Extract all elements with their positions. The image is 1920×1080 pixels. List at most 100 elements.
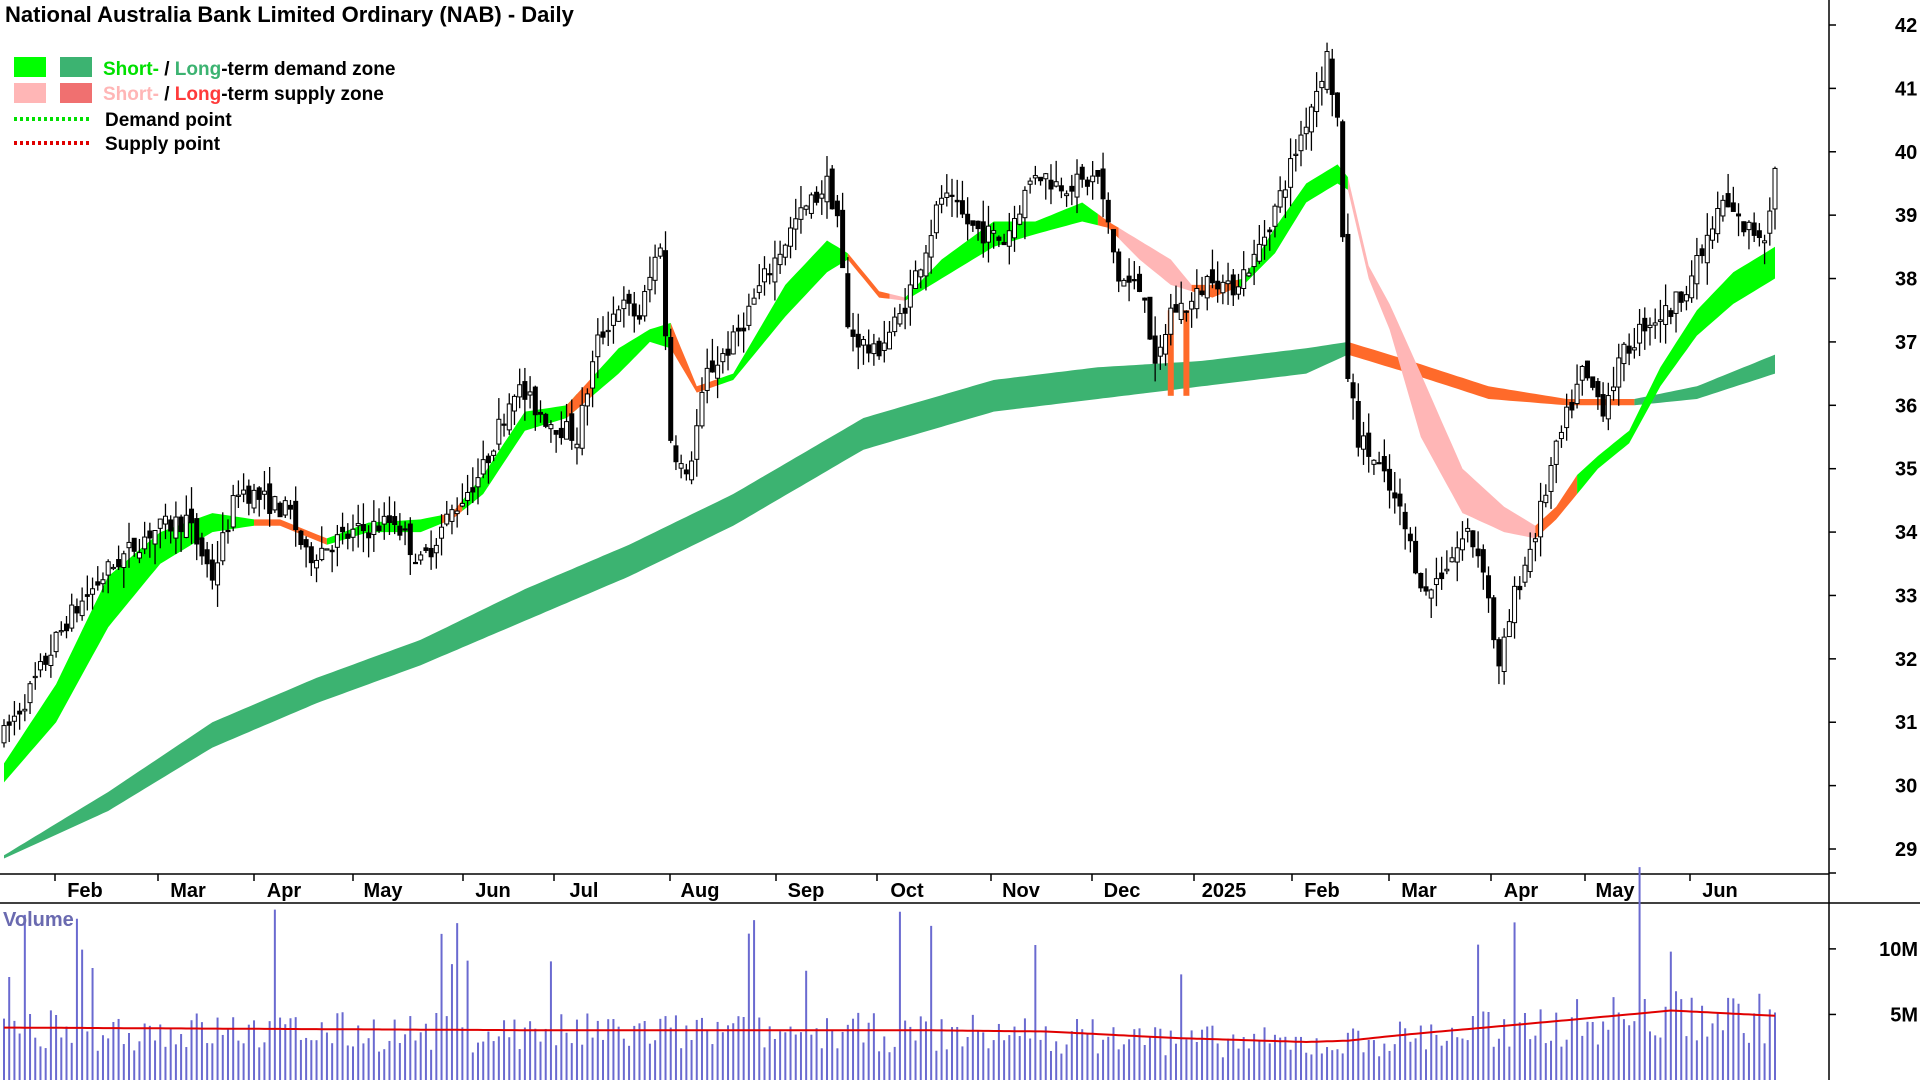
candle xyxy=(1548,457,1554,509)
x-tick-label: Feb xyxy=(67,880,103,902)
candle xyxy=(209,543,215,590)
candle xyxy=(480,440,486,479)
candle xyxy=(142,521,148,555)
candle xyxy=(1762,234,1768,265)
candle xyxy=(1387,454,1393,509)
candle xyxy=(1532,532,1538,562)
volume-panel xyxy=(3,867,1776,1080)
candle xyxy=(449,504,455,535)
candle xyxy=(90,577,96,610)
candle xyxy=(485,453,491,484)
short-term-supply-zone xyxy=(1118,227,1192,292)
candle xyxy=(616,305,622,322)
candle xyxy=(782,243,788,266)
candle xyxy=(1626,333,1632,366)
candle xyxy=(1355,383,1361,457)
candle xyxy=(642,284,648,322)
x-tick-label: 2025 xyxy=(1202,880,1247,902)
candle xyxy=(621,286,627,328)
candle xyxy=(1183,310,1189,322)
candle xyxy=(746,293,752,331)
candle xyxy=(397,513,403,541)
candle xyxy=(324,548,330,551)
candle xyxy=(558,411,564,445)
candle xyxy=(866,329,872,363)
candle xyxy=(37,653,43,678)
candle xyxy=(1225,262,1231,305)
legend-long-supply-swatch xyxy=(60,83,92,103)
candle xyxy=(1407,527,1413,553)
candle xyxy=(1204,274,1210,311)
candle xyxy=(715,346,721,399)
candle xyxy=(1345,213,1351,383)
candle xyxy=(282,496,288,518)
legend-supply-zone: Short- / Long-term supply zone xyxy=(103,84,384,105)
y-tick-label: 37 xyxy=(1895,332,1917,354)
candle xyxy=(1105,192,1111,234)
candle xyxy=(1157,334,1163,370)
candle xyxy=(392,501,398,535)
candle xyxy=(996,235,1002,248)
x-tick-label: Dec xyxy=(1104,880,1141,902)
candle xyxy=(1235,273,1241,300)
candle xyxy=(626,289,632,316)
candle xyxy=(1767,197,1773,246)
candle xyxy=(32,662,38,690)
candle xyxy=(735,314,741,347)
candle xyxy=(48,634,54,678)
x-tick-label: Jun xyxy=(1702,880,1738,902)
candle xyxy=(1251,239,1257,286)
candle xyxy=(314,554,320,583)
candle xyxy=(657,243,663,259)
candle xyxy=(663,231,669,351)
candle xyxy=(84,575,90,611)
candle xyxy=(1715,191,1721,243)
candle xyxy=(1736,203,1742,237)
candle xyxy=(907,269,913,326)
candle xyxy=(647,256,653,303)
long-term-demand-zone xyxy=(1634,354,1775,406)
candle xyxy=(949,178,955,217)
candle xyxy=(871,333,877,366)
candle xyxy=(1480,544,1486,590)
y-tick-label: 40 xyxy=(1895,142,1917,164)
legend-short-supply-swatch xyxy=(14,83,46,103)
candle xyxy=(1637,308,1643,357)
candle xyxy=(1553,439,1559,484)
candle xyxy=(652,244,658,295)
candle xyxy=(1079,163,1085,188)
candle xyxy=(1152,316,1158,382)
candle xyxy=(1558,425,1564,448)
candle xyxy=(241,473,247,503)
candle xyxy=(772,240,778,301)
candle xyxy=(1220,274,1226,305)
candle xyxy=(1621,342,1627,382)
volume-tick-label: 10M xyxy=(1879,939,1918,961)
candle xyxy=(6,714,12,742)
candle xyxy=(814,186,820,206)
candle xyxy=(178,514,184,552)
short-term-demand-zone xyxy=(717,240,848,386)
candle xyxy=(204,541,210,578)
candle xyxy=(350,514,356,552)
candle xyxy=(496,398,502,451)
candle xyxy=(183,495,189,539)
candle xyxy=(64,615,70,639)
candle xyxy=(407,517,413,575)
candle xyxy=(1465,518,1471,543)
short-term-supply-zone xyxy=(1347,177,1541,539)
candle xyxy=(1043,172,1049,200)
candle xyxy=(386,496,392,535)
candle xyxy=(230,484,236,532)
candle xyxy=(517,368,523,409)
candle xyxy=(1381,439,1387,483)
candle xyxy=(1413,526,1419,575)
candle xyxy=(1433,557,1439,607)
candle xyxy=(1402,503,1408,550)
short-term-supply-zone xyxy=(566,376,593,418)
candle xyxy=(1319,66,1325,106)
candle xyxy=(1600,382,1606,422)
candle xyxy=(1730,186,1736,212)
y-tick-label: 33 xyxy=(1895,585,1917,607)
